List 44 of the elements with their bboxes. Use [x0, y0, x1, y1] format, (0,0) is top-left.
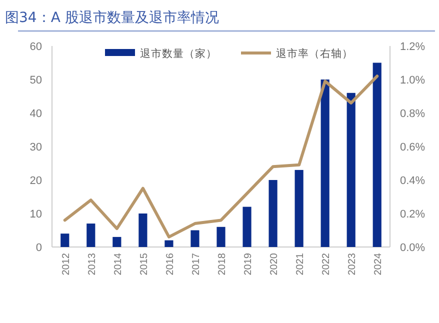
- bar: [320, 80, 330, 247]
- y-tick-label: 20: [30, 175, 42, 187]
- bar: [294, 170, 304, 247]
- x-tick-label: 2013: [86, 252, 98, 276]
- bar: [346, 92, 356, 247]
- x-tick-label: 2016: [164, 252, 176, 276]
- y2-tick-label: 0.8%: [400, 108, 426, 120]
- bar: [164, 240, 174, 247]
- x-tick-label: 2017: [190, 252, 202, 276]
- y2-tick-label: 0.0%: [400, 242, 426, 254]
- x-tick-label: 2018: [217, 252, 228, 276]
- bar: [268, 180, 278, 247]
- x-tick-label: 2023: [347, 252, 358, 276]
- y-tick-label: 40: [30, 108, 42, 120]
- y-tick-label: 50: [30, 74, 42, 86]
- y2-tick-label: 1.2%: [400, 41, 426, 53]
- chart-title: 图34：A 股退市数量及退市率情况: [5, 10, 219, 26]
- y2-tick-label: 1.0%: [400, 74, 426, 86]
- y2-tick-label: 0.6%: [400, 142, 426, 154]
- y-tick-label: 60: [30, 41, 42, 53]
- y2-tick-label: 0.4%: [400, 175, 426, 187]
- bar: [60, 234, 70, 247]
- bar: [242, 206, 252, 247]
- bar: [86, 224, 96, 247]
- legend-label: 退市数量（家）: [140, 47, 217, 60]
- x-tick-label: 2015: [138, 252, 150, 276]
- legend-label: 退市率（右轴）: [276, 47, 353, 60]
- bar: [112, 236, 122, 247]
- bar: [372, 62, 382, 247]
- bar: [190, 230, 200, 247]
- bar: [138, 214, 148, 247]
- x-tick-label: 2021: [295, 252, 306, 276]
- bar: [216, 226, 226, 247]
- x-tick-label: 2022: [321, 252, 332, 276]
- y-tick-label: 0: [36, 242, 42, 254]
- x-tick-label: 2020: [269, 252, 280, 276]
- x-tick-label: 2014: [112, 252, 124, 276]
- y-tick-label: 10: [30, 208, 42, 220]
- y-tick-label: 30: [30, 142, 42, 154]
- x-tick-label: 2019: [243, 252, 254, 276]
- line-series: [63, 74, 379, 238]
- x-tick-label: 2024: [373, 252, 384, 276]
- y2-tick-label: 0.2%: [400, 208, 426, 220]
- x-tick-label: 2012: [60, 252, 72, 276]
